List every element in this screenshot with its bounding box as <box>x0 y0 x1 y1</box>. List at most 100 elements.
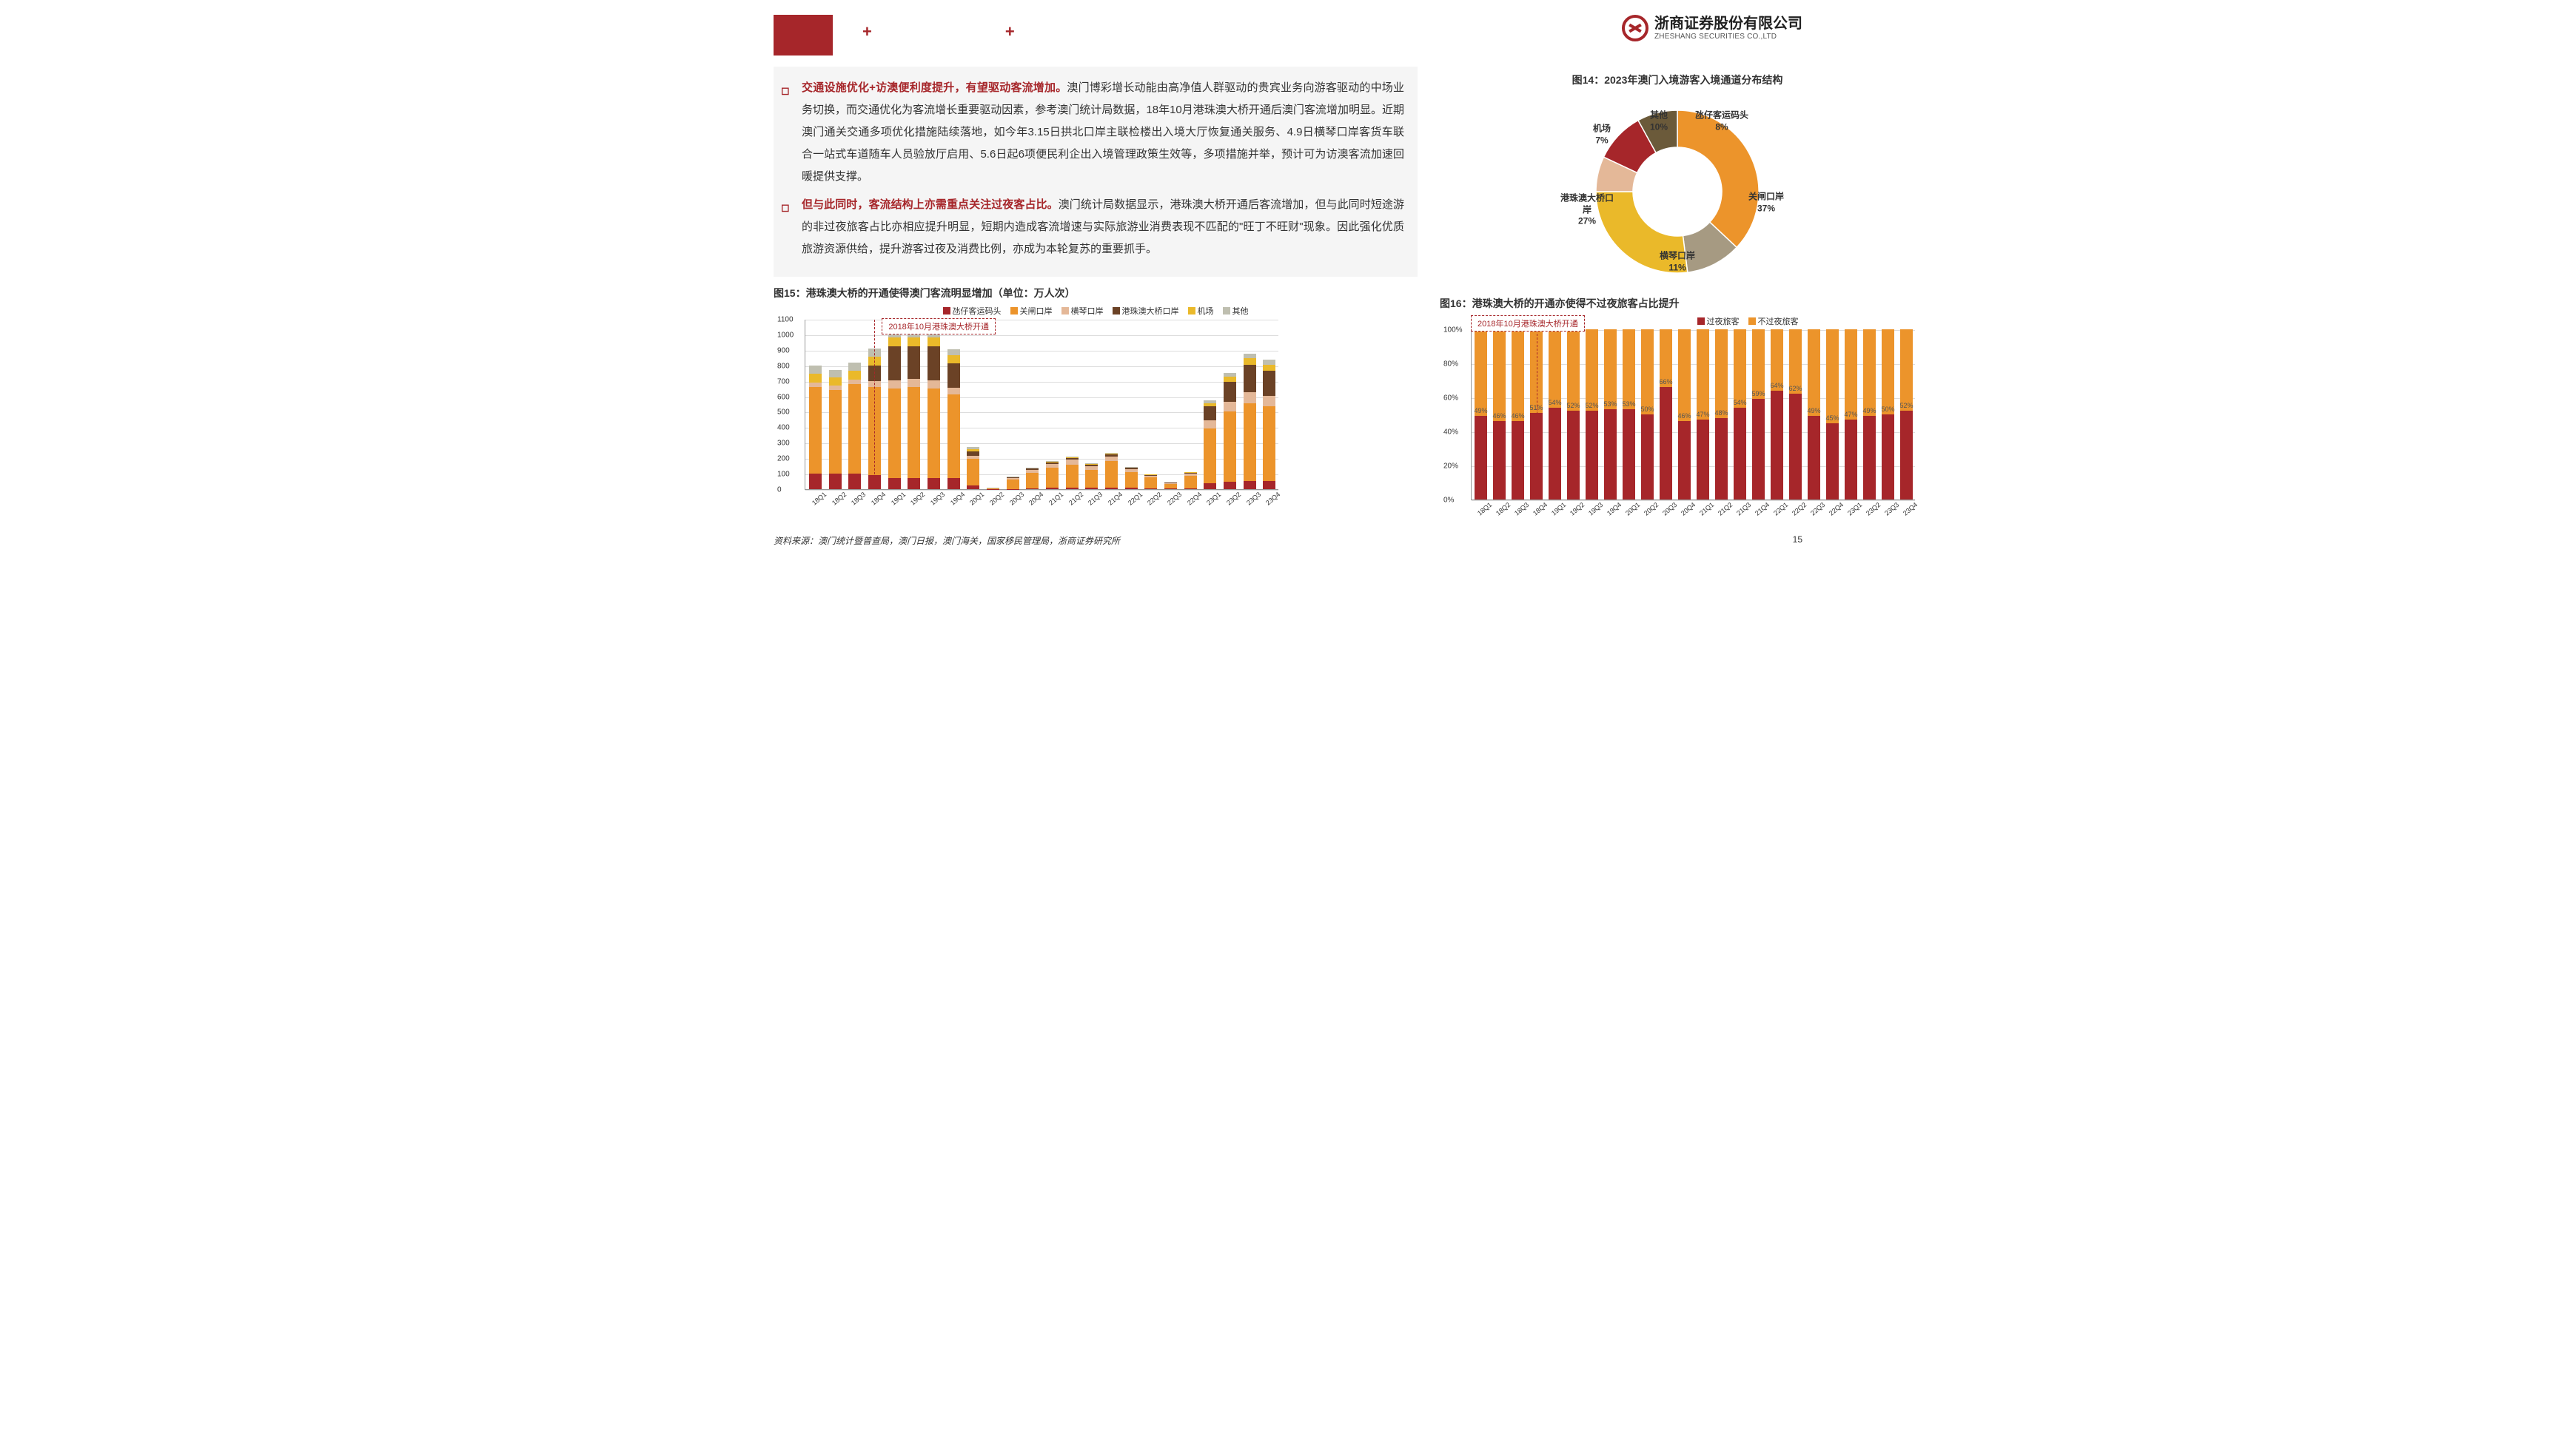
bullet-item: ◻交通设施优化+访澳便利度提升，有望驱动客流增加。澳门博彩增长动能由高净值人群驱… <box>781 77 1404 188</box>
bar <box>1641 329 1654 500</box>
bar <box>1164 482 1177 489</box>
bar <box>1623 329 1635 500</box>
bar <box>1549 329 1561 500</box>
bar <box>947 349 960 489</box>
text-box: ◻交通设施优化+访澳便利度提升，有望驱动客流增加。澳门博彩增长动能由高净值人群驱… <box>774 67 1418 277</box>
bar <box>1085 463 1098 489</box>
source-text: 资料来源：澳门统计暨普查局，澳门日报，澳门海关，国家移民管理局，浙商证券研究所 <box>774 534 1120 547</box>
donut-label: 港珠澳大桥口岸27% <box>1560 193 1614 228</box>
bar <box>1046 461 1059 489</box>
pct-label: 46% <box>1677 412 1692 420</box>
bar <box>967 447 979 489</box>
bar <box>1263 360 1275 489</box>
pct-label: 47% <box>1696 411 1711 418</box>
bar <box>1007 477 1019 489</box>
red-square <box>774 15 833 56</box>
legend-item: 港珠澳大桥口岸 <box>1113 305 1179 317</box>
legend-item: 过夜旅客 <box>1697 315 1740 327</box>
bar <box>829 370 842 489</box>
bar <box>928 331 940 489</box>
legend-item: 关闸口岸 <box>1010 305 1053 317</box>
bar <box>1026 468 1039 489</box>
bar <box>1604 329 1617 500</box>
bar <box>1900 329 1913 500</box>
y-tick: 1100 <box>777 316 794 324</box>
legend-item: 其他 <box>1223 305 1249 317</box>
legend-item: 不过夜旅客 <box>1748 315 1799 327</box>
chart15: 氹仔客运码头关闸口岸横琴口岸港珠澳大桥口岸机场其他 01002003004005… <box>774 305 1418 490</box>
bar <box>1660 329 1672 500</box>
bar <box>1184 472 1197 489</box>
pct-label: 53% <box>1603 400 1618 408</box>
company-name-cn: 浙商证券股份有限公司 <box>1654 15 1802 33</box>
donut-label: 机场7% <box>1593 123 1611 146</box>
chart16: 2018年10月港珠澳大桥开通 过夜旅客不过夜旅客 0%20%40%60%80%… <box>1440 315 1915 500</box>
y-tick: 1000 <box>777 331 794 339</box>
bar <box>848 363 861 489</box>
chart15-legend: 氹仔客运码头关闸口岸横琴口岸港珠澳大桥口岸机场其他 <box>774 305 1418 317</box>
chart-annotation: 2018年10月港珠澳大桥开通 <box>1471 315 1585 332</box>
y-tick: 600 <box>777 393 790 401</box>
pct-label: 46% <box>1492 412 1507 420</box>
pct-label: 49% <box>1807 407 1822 414</box>
bullet-item: ◻但与此同时，客流结构上亦需重点关注过夜客占比。澳门统计局数据显示，港珠澳大桥开… <box>781 194 1404 260</box>
decor-block: ++ <box>774 15 1015 56</box>
pct-label: 49% <box>1862 407 1877 414</box>
bar <box>1789 329 1802 500</box>
bar <box>1734 329 1746 500</box>
y-tick: 60% <box>1443 394 1458 403</box>
pct-label: 49% <box>1474 407 1489 414</box>
y-tick: 0% <box>1443 497 1454 505</box>
chart16-axis: 0%20%40%60%80%100%18Q149%18Q246%18Q346%1… <box>1471 330 1915 500</box>
y-tick: 500 <box>777 408 790 417</box>
bar <box>1105 453 1118 489</box>
pct-label: 54% <box>1733 399 1748 406</box>
donut-label: 氹仔客运码头8% <box>1695 110 1748 132</box>
legend-item: 横琴口岸 <box>1061 305 1104 317</box>
bar <box>1586 329 1598 500</box>
y-tick: 80% <box>1443 360 1458 369</box>
pct-label: 64% <box>1770 382 1785 389</box>
pct-label: 52% <box>1566 402 1581 409</box>
y-tick: 40% <box>1443 428 1458 437</box>
bar <box>1752 329 1765 500</box>
y-tick: 900 <box>777 346 790 354</box>
pct-label: 62% <box>1788 385 1803 392</box>
bar <box>987 488 999 489</box>
pct-label: 59% <box>1751 390 1766 397</box>
logo-icon <box>1622 15 1648 41</box>
page-header: ++ 浙商证券股份有限公司 ZHESHANG SECURITIES CO.,LT… <box>774 15 1802 56</box>
donut-label: 关闸口岸37% <box>1748 191 1784 214</box>
chart14-title: 图14：2023年澳门入境游客入境通道分布结构 <box>1440 73 1915 87</box>
y-tick: 400 <box>777 424 790 432</box>
y-tick: 200 <box>777 455 790 463</box>
page-footer: 资料来源：澳门统计暨普查局，澳门日报，澳门海关，国家移民管理局，浙商证券研究所 … <box>774 534 1802 547</box>
pct-label: 48% <box>1714 409 1729 417</box>
pct-label: 52% <box>1899 402 1914 409</box>
legend-item: 机场 <box>1188 305 1214 317</box>
chart15-axis: 01002003004005006007008009001000110018Q1… <box>805 320 1278 490</box>
y-tick: 0 <box>777 486 782 494</box>
pct-label: 52% <box>1585 402 1600 409</box>
pct-label: 53% <box>1622 400 1637 408</box>
y-tick: 100 <box>777 471 790 479</box>
chart15-title: 图15：港珠澳大桥的开通使得澳门客流明显增加（单位：万人次） <box>774 286 1418 300</box>
pct-label: 54% <box>1548 399 1563 406</box>
pct-label: 45% <box>1825 414 1840 422</box>
bar <box>1771 329 1783 500</box>
chart14-donut: 关闸口岸37%横琴口岸11%港珠澳大桥口岸27%机场7%其他10%氹仔客运码头8… <box>1552 92 1803 284</box>
bar <box>809 366 822 489</box>
plus-decor: ++ <box>862 22 1015 41</box>
y-tick: 700 <box>777 377 790 386</box>
pct-label: 50% <box>1640 406 1655 413</box>
company-logo: 浙商证券股份有限公司 ZHESHANG SECURITIES CO.,LTD <box>1622 15 1802 41</box>
legend-item: 氹仔客运码头 <box>943 305 1002 317</box>
pct-label: 46% <box>1511 412 1526 420</box>
page-number: 15 <box>1793 534 1802 547</box>
y-tick: 800 <box>777 362 790 370</box>
bar <box>1125 467 1138 489</box>
donut-label: 其他10% <box>1650 110 1668 132</box>
pct-label: 50% <box>1881 406 1896 413</box>
bar <box>908 331 920 489</box>
bar <box>1144 474 1157 489</box>
